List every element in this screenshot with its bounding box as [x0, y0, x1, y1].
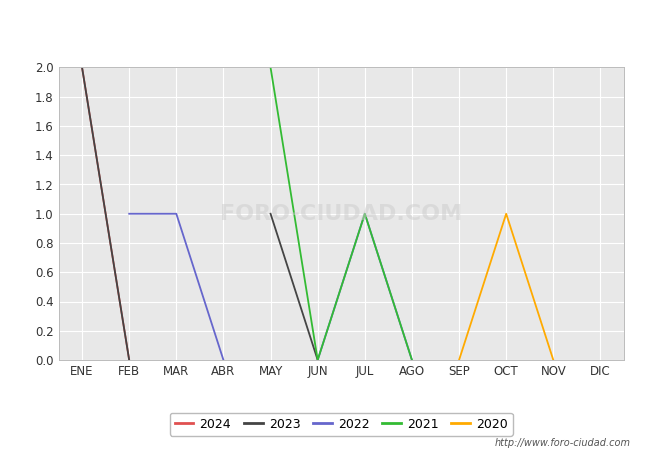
2022	[220, 357, 228, 363]
Text: http://www.foro-ciudad.com: http://www.foro-ciudad.com	[495, 438, 630, 448]
2021	[266, 65, 274, 70]
2022	[125, 211, 133, 216]
2020	[455, 357, 463, 363]
Text: FORO-CIUDAD.COM: FORO-CIUDAD.COM	[220, 204, 462, 224]
2020	[502, 211, 510, 216]
Text: Matriculaciones de Vehiculos en Vilar de Canes: Matriculaciones de Vehiculos en Vilar de…	[129, 14, 521, 32]
2021	[314, 357, 322, 363]
2021	[361, 211, 369, 216]
Line: 2022: 2022	[129, 214, 224, 360]
2020	[549, 357, 557, 363]
2021	[408, 357, 416, 363]
2022	[172, 211, 180, 216]
Legend: 2024, 2023, 2022, 2021, 2020: 2024, 2023, 2022, 2021, 2020	[170, 413, 513, 436]
Line: 2020: 2020	[459, 214, 553, 360]
Line: 2021: 2021	[270, 68, 412, 360]
